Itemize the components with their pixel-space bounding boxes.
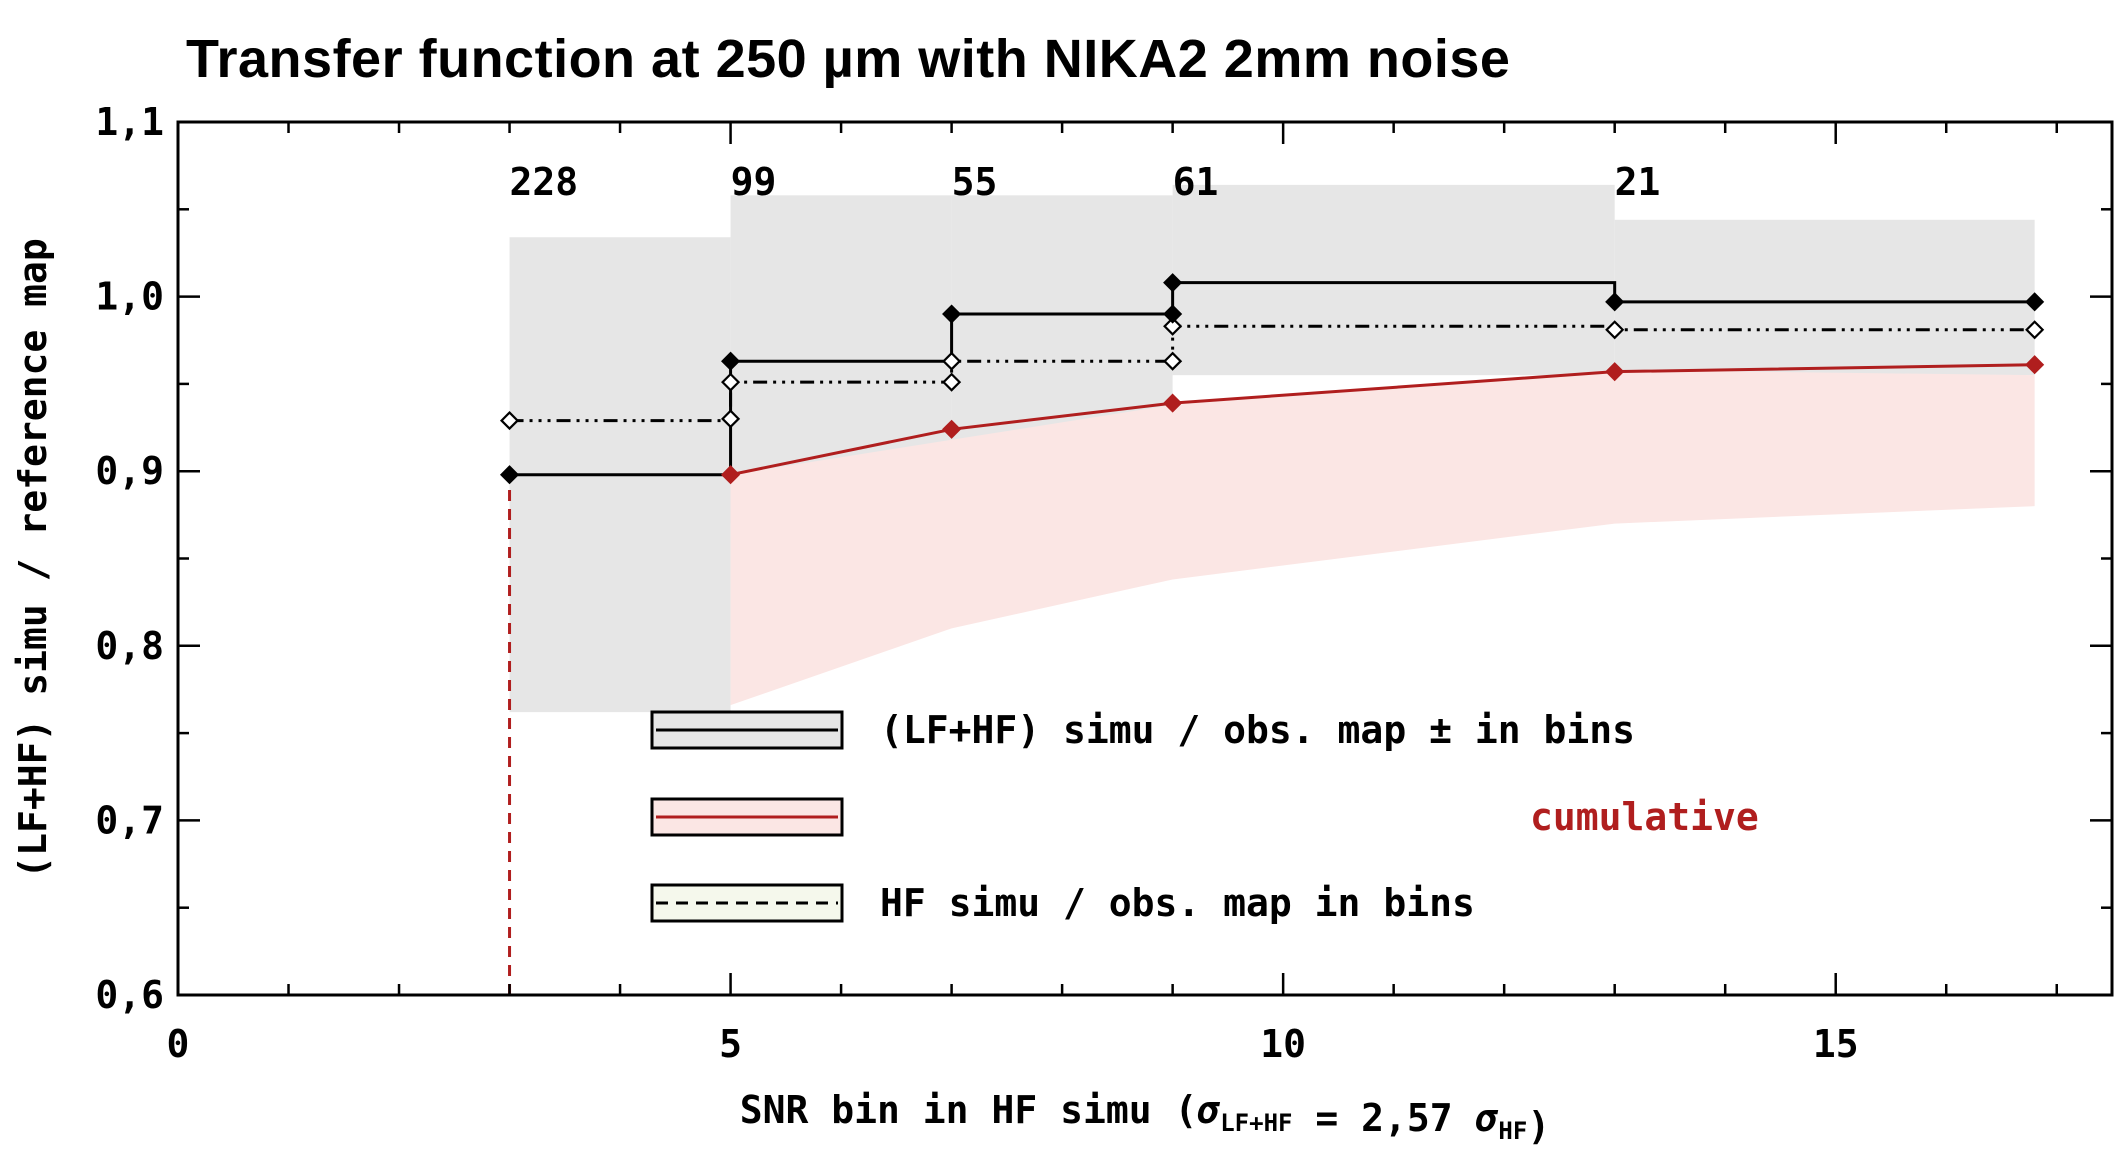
series-point-extra: [1163, 304, 1183, 324]
series-point-2: [721, 465, 741, 485]
pink-band: [730, 369, 2035, 706]
y-tick-label: 0,9: [95, 449, 164, 493]
bin-count-label: 61: [1173, 160, 1219, 204]
y-axis-label: (LF+HF) simu / reference map: [11, 238, 55, 879]
bin-count-label: 55: [952, 160, 998, 204]
legend-label: cumulative: [1530, 795, 1759, 839]
gray-band-bin: [951, 195, 1173, 446]
x-tick-label: 5: [719, 1022, 742, 1066]
series-point-0: [499, 465, 520, 485]
series-point-1: [2025, 320, 2045, 340]
x-axis-subscript: LF+HF: [1220, 1109, 1292, 1137]
gray-band-bin: [1614, 219, 2035, 376]
x-axis-ratio: = 2,57: [1292, 1096, 1475, 1140]
chart-title: Transfer function at 250 µm with NIKA2 2…: [186, 29, 1511, 89]
series-point-2: [1163, 393, 1183, 413]
y-tick-label: 1,0: [95, 275, 164, 319]
series-point-2: [942, 419, 962, 439]
series-point-1: [1605, 320, 1625, 340]
y-tick-label: 0,7: [95, 798, 164, 842]
x-axis-subscript: HF: [1498, 1117, 1527, 1145]
series-point-0: [942, 304, 962, 324]
x-axis-title: SNR bin in HF simu (: [740, 1088, 1198, 1132]
series-point-0: [1163, 273, 1183, 293]
series-point-1: [499, 411, 520, 431]
series-point-extra: [721, 409, 741, 429]
series-point-1: [1163, 316, 1183, 336]
series-point-0: [1605, 292, 1625, 312]
x-axis-sigma: σ: [1475, 1096, 1499, 1140]
legend-label: HF simu / obs. map in bins: [880, 881, 1475, 925]
series-point-extra: [1163, 351, 1183, 371]
gray-band-bin: [1172, 184, 1615, 376]
x-axis-label: SNR bin in HF simu (σLF+HF = 2,57 σHF): [740, 1088, 1550, 1148]
y-tick-label: 0,6: [95, 973, 164, 1017]
x-tick-label: 0: [167, 1022, 190, 1066]
x-tick-label: 15: [1813, 1022, 1859, 1066]
series-point-1: [942, 351, 962, 371]
y-tick-label: 1,1: [95, 100, 164, 144]
bin-count-label: 228: [510, 160, 579, 204]
series-point-2: [1605, 362, 1625, 382]
series-point-1: [721, 372, 741, 392]
y-tick-label: 0,8: [95, 624, 164, 668]
series-point-2: [2025, 355, 2045, 375]
series-point-0: [2025, 292, 2045, 312]
series-point-0: [721, 351, 741, 371]
x-tick-label: 10: [1260, 1022, 1306, 1066]
x-axis-paren: ): [1527, 1104, 1550, 1148]
legend-label: (LF+HF) simu / obs. map ± in bins: [880, 708, 1635, 752]
series-point-extra: [942, 372, 962, 392]
x-axis-sigma: σ: [1196, 1088, 1220, 1132]
bin-count-label: 99: [731, 160, 777, 204]
series-line-1: [509, 324, 2035, 423]
bin-count-label: 21: [1615, 160, 1661, 204]
